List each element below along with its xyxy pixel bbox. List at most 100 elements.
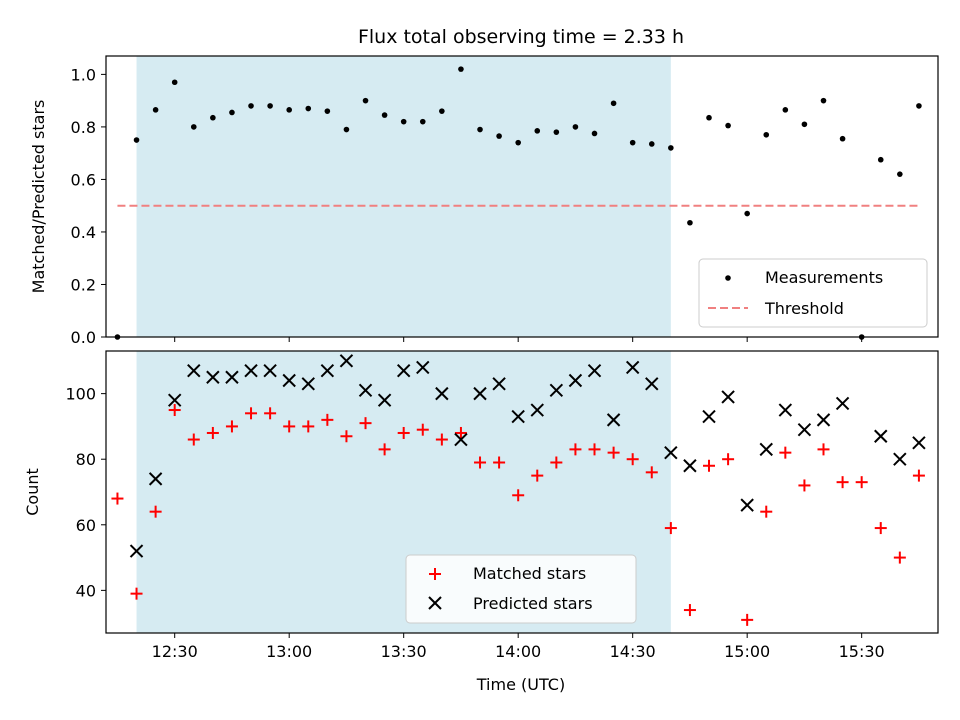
- predicted-star-point: [377, 393, 392, 407]
- matched-star-point: [550, 456, 563, 469]
- bottom-y-axis-label: Count: [23, 468, 42, 516]
- matched-star-point: [836, 476, 849, 489]
- predicted-star-point: [435, 386, 449, 401]
- measurement-point: [477, 126, 483, 133]
- predicted-star-point: [454, 432, 468, 447]
- bottom-y-tick-label: 100: [65, 385, 96, 404]
- top-y-tick-label: 0.4: [71, 223, 96, 242]
- x-tick-label: 15:00: [724, 642, 770, 661]
- predicted-star-point: [301, 377, 315, 391]
- matched-star-point: [416, 423, 429, 436]
- matched-star-point: [912, 469, 925, 482]
- matched-star-point: [264, 407, 277, 420]
- x-tick-label: 12:30: [152, 642, 198, 661]
- top-legend: Measurements Threshold: [698, 258, 928, 328]
- bottom-y-tick-label: 60: [76, 516, 96, 535]
- matched-star-point: [683, 604, 696, 617]
- matched-star-point: [626, 453, 639, 466]
- matched-star-point: [168, 404, 181, 417]
- measurement-points: [114, 66, 922, 340]
- measurement-point: [362, 97, 369, 104]
- matched-star-point: [569, 443, 582, 456]
- predicted-star-point: [664, 445, 678, 460]
- predicted-star-point: [263, 363, 277, 378]
- legend-label-threshold: Threshold: [764, 299, 844, 318]
- predicted-star-point: [282, 373, 296, 388]
- matched-star-point: [741, 613, 754, 626]
- predicted-star-point: [358, 383, 373, 398]
- bottom-y-ticks: 40 60 80 100: [65, 385, 106, 600]
- measurement-point: [648, 141, 655, 147]
- matched-star-point: [893, 551, 906, 564]
- top-y-axis-label: Matched/Predicted stars: [29, 100, 48, 294]
- x-tick-label: 14:30: [610, 642, 656, 661]
- bottom-legend: Matched stars Predicted stars: [405, 554, 637, 624]
- predicted-star-point: [816, 413, 831, 427]
- measurement-point: [610, 100, 617, 107]
- measurement-point: [572, 124, 579, 130]
- measurement-point: [725, 122, 731, 129]
- matched-star-point: [607, 446, 620, 459]
- predicted-star-point: [625, 360, 640, 375]
- predicted-star-point: [396, 363, 411, 378]
- predicted-star-point: [320, 363, 335, 378]
- predicted-star-point: [645, 377, 659, 391]
- measurement-point: [782, 107, 789, 113]
- predicted-star-point: [244, 363, 258, 378]
- matched-star-point: [760, 505, 773, 518]
- predicted-star-point: [530, 403, 544, 417]
- predicted-star-point: [683, 459, 697, 473]
- predicted-star-point: [759, 442, 773, 457]
- matched-star-point: [588, 443, 601, 456]
- measurement-point: [152, 107, 159, 113]
- matched-star-point: [359, 417, 372, 430]
- matched-star-point: [149, 505, 162, 518]
- measurement-point: [248, 103, 254, 109]
- matched-star-point: [454, 426, 467, 439]
- measurement-point: [419, 118, 426, 125]
- top-x-ticks: [174, 337, 863, 342]
- predicted-star-point: [129, 544, 144, 558]
- measurement-point: [820, 97, 827, 104]
- chart-title: Flux total observing time = 2.33 h: [358, 26, 684, 48]
- matched-star-point: [798, 479, 811, 492]
- matched-star-point: [855, 476, 868, 489]
- measurement-point: [763, 131, 770, 138]
- matched-star-point: [340, 430, 353, 443]
- observing-time-shade: [136, 56, 671, 337]
- predicted-star-point: [187, 363, 201, 378]
- measurement-point: [324, 108, 331, 114]
- count-panel: 12:30 13:00 13:30 14:00 14:30 15:00 15:30 40 60…: [23, 350, 939, 694]
- measurement-point: [839, 135, 846, 142]
- matched-star-point: [245, 407, 258, 420]
- predicted-star-point: [148, 472, 163, 486]
- measurement-point: [706, 114, 712, 121]
- x-tick-label: 13:00: [266, 642, 312, 661]
- measurement-point: [343, 126, 350, 133]
- measurement-point: [286, 107, 292, 113]
- legend-label-matched: Matched stars: [473, 564, 586, 583]
- predicted-star-point: [893, 452, 907, 466]
- legend-marker-predicted: [428, 596, 442, 610]
- matched-star-point: [645, 466, 658, 479]
- matched-star-point: [493, 456, 506, 469]
- predicted-star-point: [702, 409, 716, 424]
- predicted-star-point: [492, 377, 506, 391]
- measurement-point: [916, 103, 922, 109]
- measurement-point: [171, 79, 178, 86]
- top-y-tick-label: 0.0: [71, 328, 96, 347]
- matched-star-point: [187, 433, 200, 446]
- ratio-panel: Flux total observing time = 2.33 h 0.0 0.…: [29, 26, 939, 347]
- top-y-ticks: 0.0 0.2 0.4 0.6 0.8 1.0: [71, 65, 106, 347]
- top-y-tick-label: 1.0: [71, 65, 96, 84]
- predicted-star-point: [587, 363, 602, 378]
- matched-star-point: [302, 420, 315, 433]
- x-axis-label: Time (UTC): [476, 675, 565, 694]
- measurement-point: [801, 121, 808, 128]
- top-y-tick-label: 0.2: [71, 275, 96, 294]
- measurement-point: [897, 171, 903, 177]
- predicted-star-points: [129, 354, 926, 558]
- measurement-point: [210, 114, 216, 121]
- matched-star-point: [722, 453, 735, 466]
